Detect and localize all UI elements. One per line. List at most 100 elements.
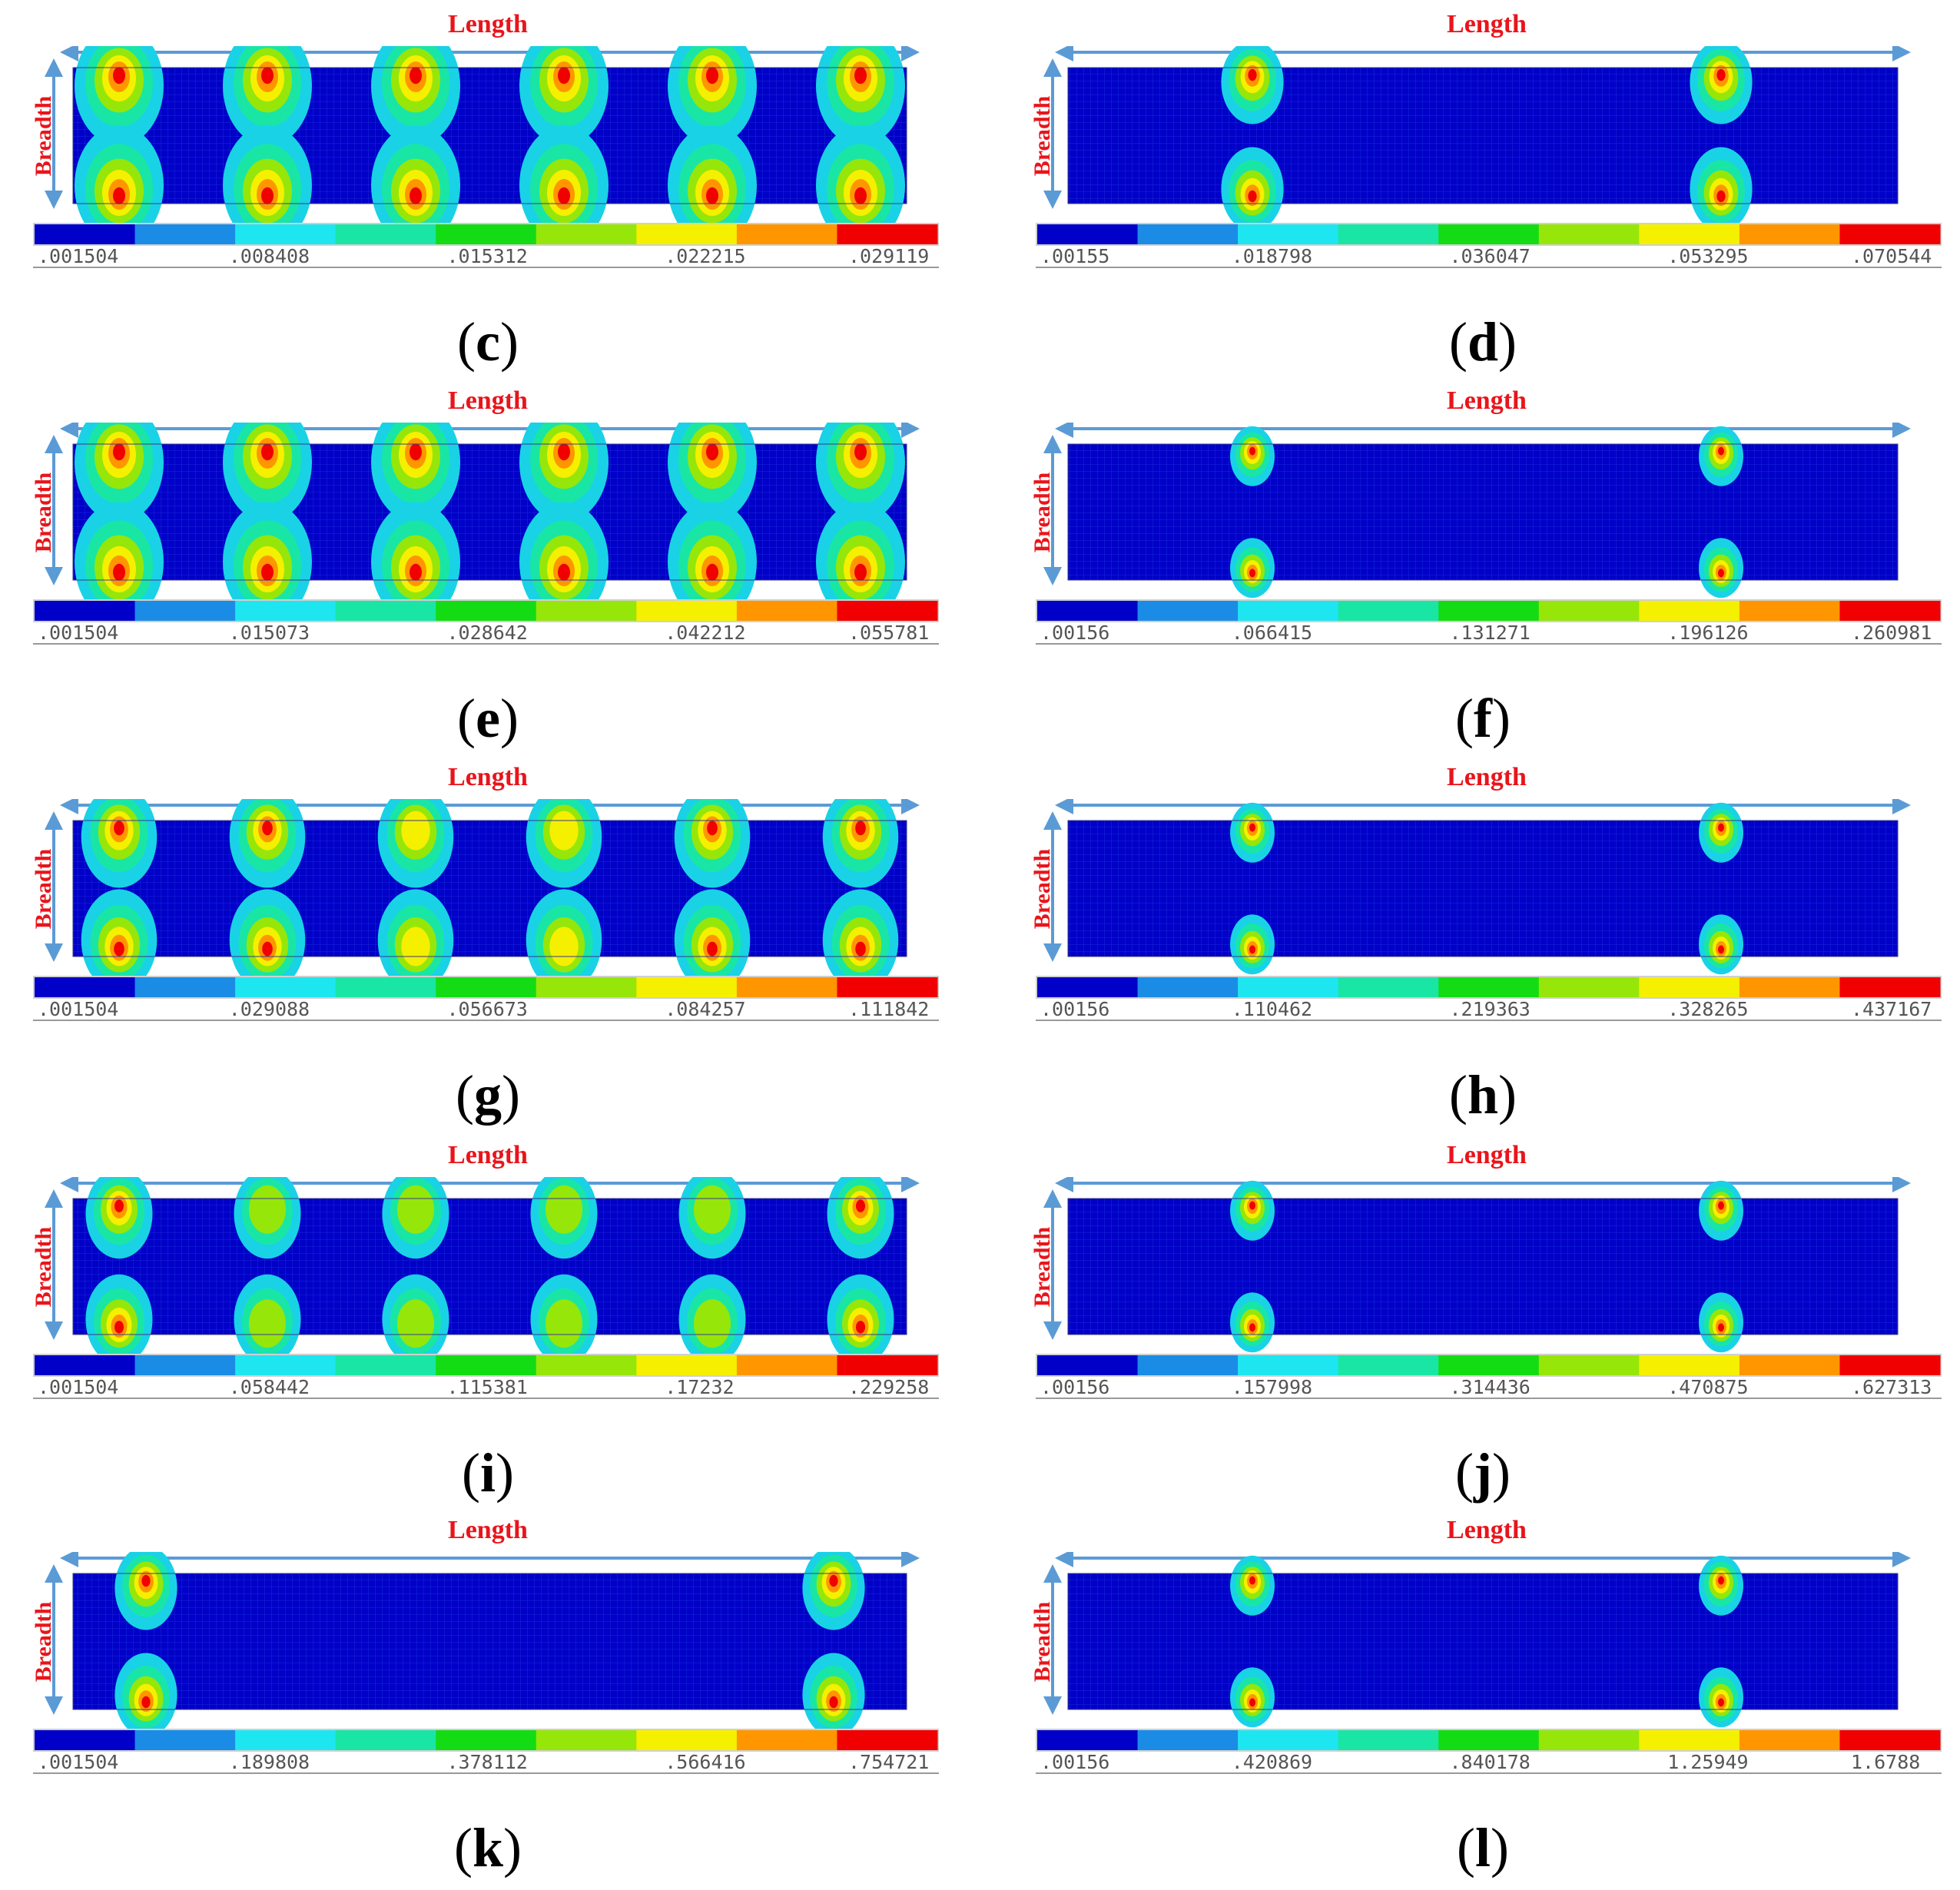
contour-band [113,563,125,581]
breadth-label: Breadth [31,848,56,930]
contour-band [1718,1323,1724,1332]
colorbar-segment [134,1730,236,1750]
stress-hotspot [816,46,905,146]
plate-mesh [73,68,907,204]
plate-mesh [1068,444,1898,580]
subfigure-letter: c [476,311,500,373]
stress-hotspot [75,46,164,146]
plate-mesh [73,821,907,957]
colorbar-segment [235,977,337,997]
contour-band [1248,68,1257,81]
colorbar-segment [1839,1355,1941,1375]
colorbar-ticks: .00156 .420869 .840178 1.25949 1.6788 [1014,1751,1959,1774]
contour-band [261,563,274,581]
colorbar-segment [1839,1730,1941,1750]
panel-k: Length Breadth .001504 .189808 .378112 .56641… [15,1516,983,1890]
stress-hotspot [1699,914,1743,975]
contour-band [854,187,867,204]
contour-band [694,1185,731,1234]
paren-close: ) [499,311,519,373]
colorbar-tick-label: .328265 [1667,998,1749,1020]
colorbar-segment [1037,977,1139,997]
colorbar-segment [134,977,236,997]
colorbar-segment [1037,601,1139,621]
colorbar-tick-label: .053295 [1667,245,1749,267]
stress-hotspot [81,889,158,992]
plate-mesh [73,1199,907,1335]
contour-band [397,1185,434,1234]
plate-border [72,443,907,581]
colorbar-segment [1739,977,1840,997]
colorbar-segment [837,1730,938,1750]
colorbar-tick-label: .056673 [446,998,528,1020]
panel-f: Length Breadth .00156 .066415 .131271 .196126… [1014,386,1960,761]
colorbar-ticks: .00156 .066415 .131271 .196126 .260981 [1014,622,1959,645]
colorbar-segment [35,601,136,621]
stress-hotspot [1699,802,1743,863]
contour-band [262,821,273,836]
colorbar-segment [335,1355,436,1375]
stress-hotspot [223,46,312,146]
colorbar-tick-label: .018798 [1231,245,1313,267]
stress-hotspot [382,1274,449,1364]
plate-border [72,820,907,957]
contour-band [141,1696,151,1709]
colorbar-tick-label: .00156 [1040,998,1110,1020]
contour-band [1249,446,1255,456]
colorbar-ticks: .001504 .058442 .115381 .17232 .229258 [15,1376,960,1399]
contour-band [706,187,718,204]
contour-band [1718,823,1724,832]
panel-graphic [33,423,939,645]
contour-band [1718,1201,1724,1210]
paren-open: ( [456,1064,474,1126]
contour-band [114,821,124,836]
colorbar-segment [1739,601,1840,621]
colorbar-segment [436,1355,537,1375]
length-label: Length [448,1141,528,1169]
colorbar-segment [1739,1730,1840,1750]
colorbar-tick-label: .001504 [38,1751,119,1773]
subfigure-letter: j [1474,1442,1492,1504]
stress-hotspot [822,889,899,992]
plate-mesh [1068,1199,1898,1335]
contour-band [854,67,867,85]
contour-band [707,941,718,957]
subfigure-label: (e) [411,688,565,749]
paren-close: ) [502,1064,520,1126]
colorbar-tick-label: .029088 [228,998,310,1020]
contour-band [114,1321,124,1334]
colorbar-segment [837,977,938,997]
plate-border [72,1573,907,1710]
subfigure-label: (j) [1406,1442,1560,1504]
breadth-label: Breadth [1030,1601,1055,1683]
colorbar-segment [536,977,637,997]
colorbar-segment [1739,224,1840,244]
contour-band [410,443,422,461]
plate-border [1067,67,1899,204]
length-label: Length [1447,10,1527,38]
contour-band [549,811,579,850]
panel-c: Length Breadth .001504 .008408 .015312 .02221… [15,10,983,384]
plate-border [72,1198,907,1335]
stress-hotspot [1690,147,1753,231]
panel-graphic [33,799,939,1021]
colorbar-tick-label: .110462 [1231,998,1313,1020]
colorbar-segment [536,1730,637,1750]
colorbar-tick-label: .001504 [38,998,119,1020]
plate-mesh [73,444,907,580]
subfigure-label: (g) [411,1064,565,1126]
colorbar-segment [1538,601,1640,621]
contour-band [1249,823,1255,832]
panel-i: Length Breadth .001504 .058442 .115381 .17232… [15,1141,983,1515]
contour-band [1249,1201,1255,1210]
colorbar-segment [335,224,436,244]
colorbar-segment [1538,224,1640,244]
paren-open: ( [1455,688,1474,749]
panel-graphic [33,46,939,268]
contour-band [1716,190,1726,203]
stress-hotspot [668,502,757,622]
colorbar-segment [134,224,236,244]
colorbar-segment [1538,1730,1640,1750]
stress-hotspot [802,1653,865,1737]
stress-hotspot [75,125,164,246]
